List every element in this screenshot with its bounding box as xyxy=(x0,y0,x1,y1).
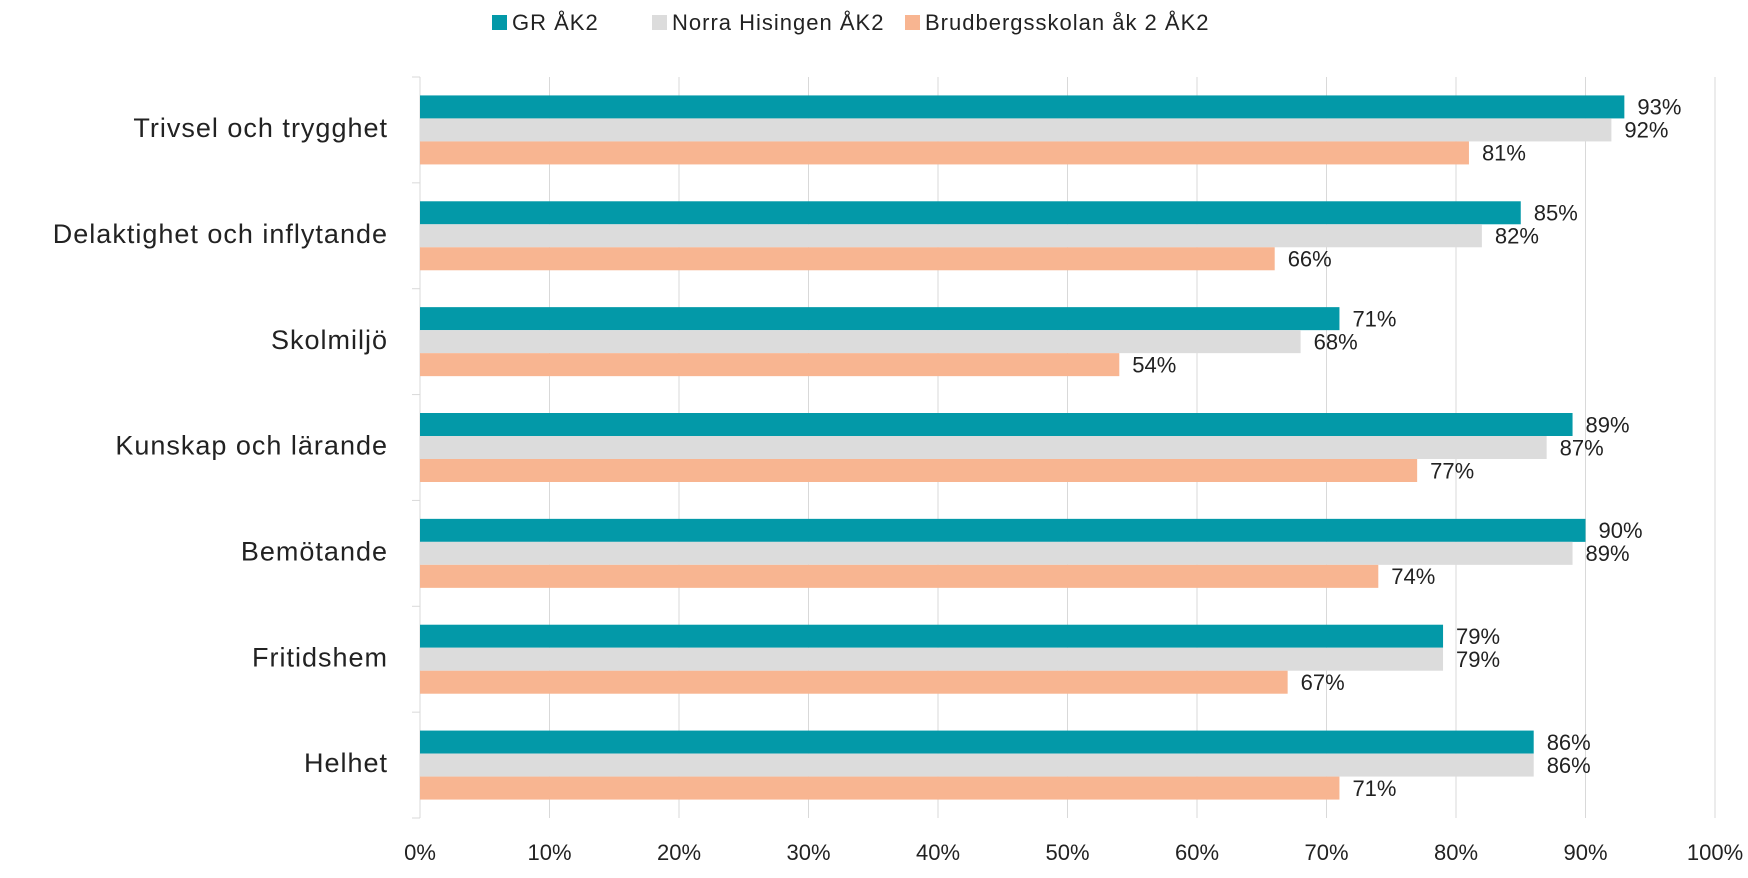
y-tick-label: Trivsel och trygghet xyxy=(133,113,388,143)
bar xyxy=(420,201,1521,225)
value-label: 81% xyxy=(1482,141,1526,166)
value-label: 89% xyxy=(1586,412,1630,437)
value-label: 68% xyxy=(1314,329,1358,354)
legend-swatch xyxy=(492,15,507,30)
legend-label: GR ÅK2 xyxy=(512,10,599,35)
value-label: 71% xyxy=(1352,306,1396,331)
bar xyxy=(420,670,1288,694)
bar xyxy=(420,141,1469,165)
bar xyxy=(420,753,1534,777)
value-label: 66% xyxy=(1288,247,1332,272)
value-label: 89% xyxy=(1586,541,1630,566)
value-label: 54% xyxy=(1132,352,1176,377)
value-label: 85% xyxy=(1534,201,1578,226)
y-tick-label: Kunskap och lärande xyxy=(115,431,388,461)
value-label: 92% xyxy=(1624,118,1668,143)
x-tick-label: 90% xyxy=(1563,840,1607,865)
x-tick-label: 0% xyxy=(404,840,436,865)
value-label: 67% xyxy=(1301,670,1345,695)
bar xyxy=(420,330,1301,354)
bar xyxy=(420,353,1120,377)
value-label: 93% xyxy=(1637,95,1681,120)
bar xyxy=(420,224,1482,248)
bar xyxy=(420,647,1444,671)
bar xyxy=(420,95,1625,119)
x-tick-label: 10% xyxy=(527,840,571,865)
bar xyxy=(420,518,1586,542)
value-label: 74% xyxy=(1391,564,1435,589)
value-label: 82% xyxy=(1495,224,1539,249)
legend-swatch xyxy=(652,15,667,30)
y-tick-label: Delaktighet och inflytande xyxy=(53,219,388,249)
value-label: 87% xyxy=(1560,435,1604,460)
value-label: 86% xyxy=(1547,730,1591,755)
legend-label: Brudbergsskolan åk 2 ÅK2 xyxy=(925,10,1210,35)
bar xyxy=(420,247,1275,271)
x-tick-label: 50% xyxy=(1045,840,1089,865)
bar xyxy=(420,118,1612,142)
bar xyxy=(420,624,1444,648)
x-tick-label: 60% xyxy=(1175,840,1219,865)
x-tick-label: 70% xyxy=(1304,840,1348,865)
bar xyxy=(420,776,1340,800)
value-label: 79% xyxy=(1456,647,1500,672)
value-label: 86% xyxy=(1547,753,1591,778)
bar xyxy=(420,307,1340,331)
bar xyxy=(420,541,1573,565)
y-tick-label: Bemötande xyxy=(241,536,388,566)
legend-swatch xyxy=(905,15,920,30)
x-tick-label: 80% xyxy=(1434,840,1478,865)
value-label: 79% xyxy=(1456,624,1500,649)
bar xyxy=(420,436,1547,459)
x-tick-label: 20% xyxy=(657,840,701,865)
y-tick-label: Skolmiljö xyxy=(271,325,388,355)
y-tick-label: Fritidshem xyxy=(252,642,388,672)
bar xyxy=(420,564,1379,588)
legend-label: Norra Hisingen ÅK2 xyxy=(672,10,884,35)
y-tick-label: Helhet xyxy=(304,748,388,778)
bar xyxy=(420,459,1418,482)
value-label: 77% xyxy=(1430,458,1474,483)
bar xyxy=(420,730,1534,754)
bar xyxy=(420,413,1573,436)
value-label: 71% xyxy=(1352,776,1396,801)
x-tick-label: 100% xyxy=(1687,840,1743,865)
x-tick-label: 30% xyxy=(786,840,830,865)
value-label: 90% xyxy=(1599,518,1643,543)
x-tick-label: 40% xyxy=(916,840,960,865)
